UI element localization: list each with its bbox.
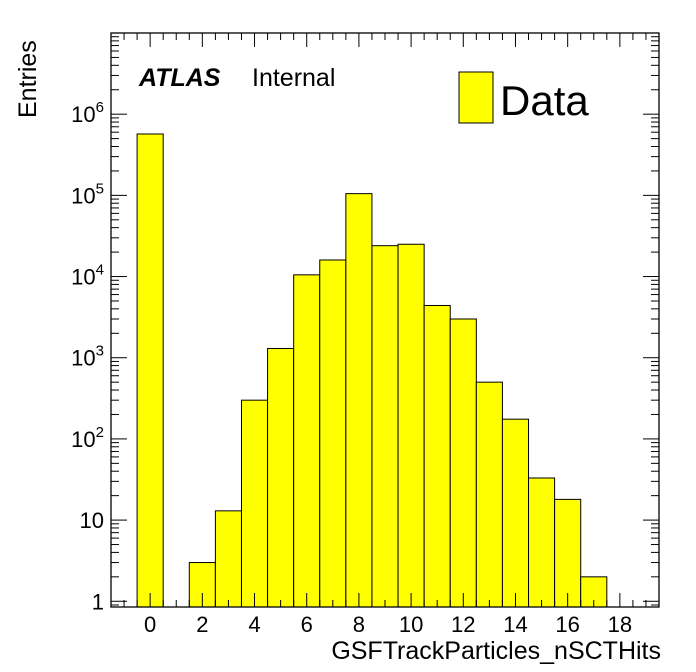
histogram-bar bbox=[293, 274, 321, 608]
x-tick-label: 0 bbox=[144, 612, 156, 637]
y-axis-label: Entries bbox=[14, 40, 42, 118]
y-axis-ticks bbox=[111, 32, 659, 606]
histogram-bar bbox=[397, 243, 425, 608]
histogram-bar bbox=[240, 399, 269, 608]
x-tick-label: 16 bbox=[555, 612, 579, 637]
y-tick-label: 102 bbox=[71, 424, 104, 452]
x-tick-label: 10 bbox=[399, 612, 423, 637]
y-tick-label: 103 bbox=[71, 343, 104, 371]
y-tick-label: 10 bbox=[80, 508, 104, 533]
histogram-bars bbox=[136, 133, 608, 608]
histogram-bar bbox=[371, 245, 399, 608]
histogram-bar bbox=[475, 381, 503, 608]
histogram-bar bbox=[528, 477, 556, 608]
x-axis-tick-labels: 0 2 4 6 8 10 12 14 16 18 bbox=[144, 612, 632, 637]
x-tick-label: 14 bbox=[503, 612, 527, 637]
y-axis-tick-labels: 1 10 102 103 104 105 106 bbox=[71, 99, 104, 614]
x-axis-ticks bbox=[110, 33, 660, 607]
atlas-label: ATLAS bbox=[138, 64, 221, 92]
y-tick-label: 106 bbox=[71, 99, 104, 127]
x-tick-label: 8 bbox=[353, 612, 365, 637]
x-tick-label: 12 bbox=[451, 612, 475, 637]
legend-label: Data bbox=[500, 77, 589, 124]
x-tick-label: 4 bbox=[248, 612, 260, 637]
histogram-bar bbox=[345, 193, 373, 608]
x-axis-label: GSFTrackParticles_nSCTHits bbox=[331, 637, 661, 665]
histogram-bar bbox=[214, 510, 242, 608]
histogram-bar bbox=[423, 304, 451, 608]
atlas-status-label: Internal bbox=[252, 64, 335, 92]
x-tick-label: 2 bbox=[196, 612, 208, 637]
histogram-bar bbox=[319, 259, 347, 608]
histogram-bar bbox=[267, 347, 295, 608]
y-tick-label: 104 bbox=[71, 262, 104, 290]
histogram-bar bbox=[449, 318, 477, 608]
legend-swatch bbox=[458, 71, 494, 124]
x-tick-label: 18 bbox=[608, 612, 632, 637]
y-tick-label: 105 bbox=[71, 180, 104, 208]
histogram-bar bbox=[554, 498, 582, 608]
y-tick-label: 1 bbox=[92, 589, 104, 614]
histogram-bar bbox=[501, 418, 530, 608]
x-tick-label: 6 bbox=[301, 612, 313, 637]
histogram-bar bbox=[136, 133, 164, 608]
